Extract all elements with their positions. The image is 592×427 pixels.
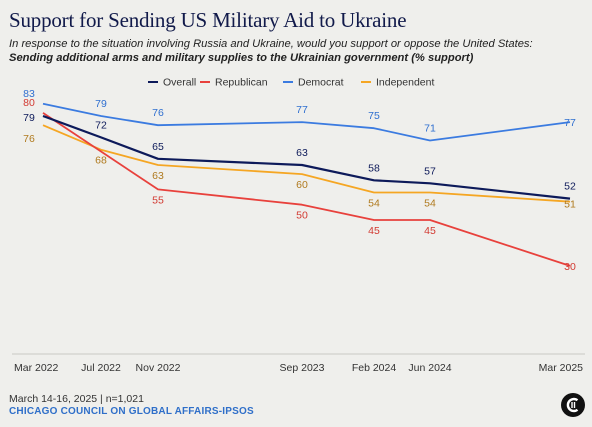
data-label-republican: 45	[368, 225, 380, 237]
chicago-council-logo-icon	[561, 393, 585, 417]
data-label-overall: 79	[23, 112, 35, 124]
series-line-independent	[42, 124, 571, 203]
data-label-republican: 80	[23, 97, 35, 109]
survey-date: March 14-16, 2025 | n=1,021	[9, 393, 144, 405]
source-credit: CHICAGO COUNCIL ON GLOBAL AFFAIRS-IPSOS	[9, 406, 254, 417]
data-label-overall: 65	[152, 141, 164, 153]
data-label-independent: 68	[95, 155, 107, 167]
x-tick-label: Sep 2023	[280, 362, 325, 374]
series-line-republican	[42, 112, 571, 267]
data-label-overall: 57	[424, 165, 436, 177]
data-label-republican: 50	[296, 210, 308, 222]
data-label-democrat: 76	[152, 107, 164, 119]
data-label-overall: 72	[95, 119, 107, 131]
data-label-democrat: 77	[564, 117, 576, 129]
data-label-republican: 30	[564, 261, 576, 273]
legend-label-overall: Overall	[163, 77, 196, 89]
x-tick-label: Mar 2025	[539, 362, 584, 374]
data-label-republican: 55	[152, 194, 164, 206]
data-label-democrat: 75	[368, 110, 380, 122]
data-label-democrat: 83	[23, 88, 35, 100]
data-label-independent: 76	[23, 133, 35, 145]
data-label-republican: 45	[424, 225, 436, 237]
legend-label-independent: Independent	[376, 77, 434, 89]
data-label-independent: 54	[368, 198, 380, 210]
chart-title: Support for Sending US Military Aid to U…	[9, 8, 407, 32]
data-label-independent: 60	[296, 179, 308, 191]
data-label-overall: 58	[368, 162, 380, 174]
line-chart: Overall Republican Democrat Independent Mar …	[12, 77, 585, 374]
x-tick-label: Jun 2024	[408, 362, 451, 374]
series-line-overall	[42, 114, 571, 200]
data-label-independent: 63	[152, 170, 164, 182]
data-label-independent: 54	[424, 198, 436, 210]
data-label-democrat: 79	[95, 98, 107, 110]
data-label-democrat: 71	[424, 122, 436, 134]
subtitle-intro: In response to the situation involving R…	[9, 38, 533, 50]
data-label-overall: 52	[564, 181, 576, 193]
chart-subtitle: In response to the situation involving R…	[9, 38, 579, 65]
x-tick-label: Feb 2024	[352, 362, 397, 374]
data-label-independent: 51	[564, 199, 576, 211]
series-line-democrat	[42, 102, 571, 142]
x-tick-label: Jul 2022	[81, 362, 121, 374]
x-tick-label: Nov 2022	[136, 362, 181, 374]
data-label-democrat: 77	[296, 104, 308, 116]
legend-label-republican: Republican	[215, 77, 268, 89]
subtitle-question: Sending additional arms and military sup…	[9, 51, 474, 64]
x-tick-label: Mar 2022	[14, 362, 59, 374]
data-label-overall: 63	[296, 147, 308, 159]
legend-label-democrat: Democrat	[298, 77, 344, 89]
